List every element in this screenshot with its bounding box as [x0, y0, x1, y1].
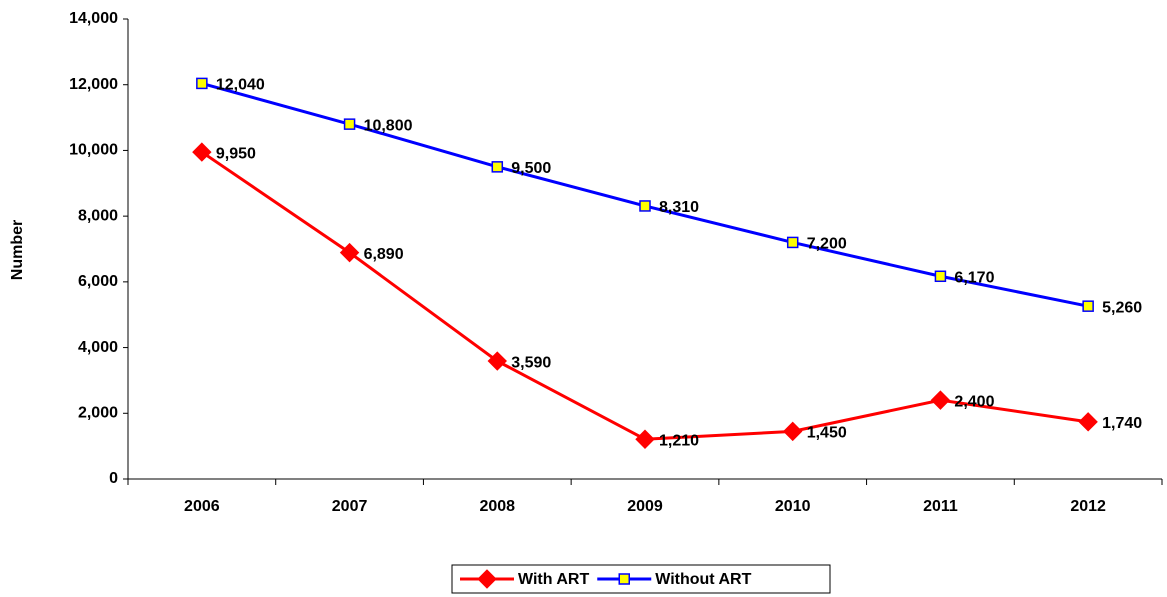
data-label: 12,040	[216, 77, 265, 94]
y-axis-label: Number	[9, 220, 26, 280]
x-tick-label: 2007	[332, 498, 368, 515]
marker	[1082, 300, 1094, 312]
data-label: 9,950	[216, 145, 256, 162]
data-label: 1,740	[1102, 415, 1142, 432]
y-tick-label: 10,000	[69, 142, 118, 159]
marker	[487, 351, 507, 371]
data-label: 3,590	[511, 354, 551, 371]
marker	[343, 118, 356, 130]
y-tick-label: 0	[109, 470, 118, 487]
x-tick-label: 2009	[627, 498, 663, 515]
y-tick-label: 12,000	[69, 76, 118, 93]
marker	[930, 390, 951, 410]
data-label: 2,400	[954, 393, 994, 410]
marker	[491, 161, 504, 173]
marker	[1078, 412, 1098, 432]
data-label: 6,170	[954, 269, 994, 286]
data-label: 10,800	[364, 117, 413, 134]
x-tick-label: 2012	[1070, 498, 1106, 515]
y-tick-label: 4,000	[78, 339, 118, 356]
y-tick-label: 6,000	[78, 273, 118, 290]
marker	[477, 569, 497, 589]
data-label: 1,450	[807, 425, 847, 442]
marker	[196, 77, 208, 90]
legend-label: Without ART	[655, 571, 751, 588]
marker	[618, 573, 630, 585]
x-tick-label: 2010	[775, 498, 811, 515]
y-tick-label: 2,000	[78, 405, 118, 422]
x-tick-label: 2011	[923, 498, 958, 515]
marker	[639, 200, 651, 212]
marker	[783, 421, 803, 442]
marker	[934, 270, 947, 283]
marker	[339, 242, 360, 263]
data-label: 9,500	[511, 160, 551, 177]
y-tick-label: 14,000	[69, 10, 118, 27]
data-label: 8,310	[659, 199, 699, 216]
y-tick-label: 8,000	[78, 207, 118, 224]
x-tick-label: 2008	[479, 498, 515, 515]
x-tick-label: 2006	[184, 498, 220, 515]
marker	[635, 429, 655, 449]
data-label: 5,260	[1102, 299, 1142, 316]
data-label: 1,210	[659, 432, 699, 449]
legend: With ART Without ART	[451, 564, 831, 594]
data-label: 6,890	[364, 246, 404, 263]
legend-label: With ART	[518, 571, 589, 588]
data-label: 7,200	[807, 236, 847, 253]
marker	[786, 236, 799, 249]
marker	[192, 142, 212, 162]
